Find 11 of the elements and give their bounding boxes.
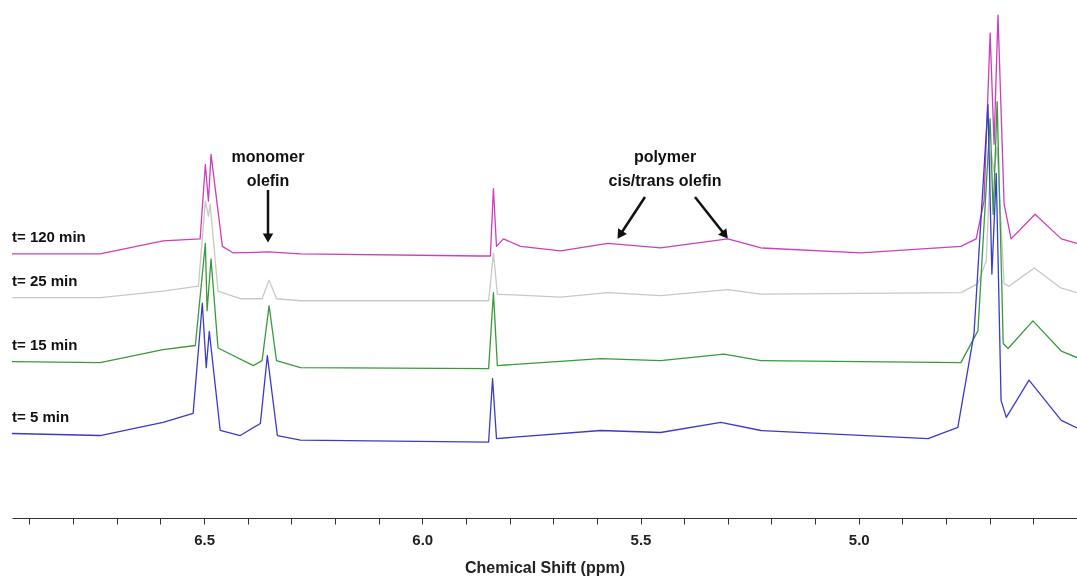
- x-tick-label: 5.5: [630, 530, 652, 548]
- x-tick-label: 6.0: [412, 530, 434, 548]
- series-label: t= 5 min: [12, 407, 70, 425]
- annotation: monomer olefin: [231, 148, 305, 189]
- x-axis-title: Chemical Shift (ppm): [464, 558, 626, 576]
- series-label: t= 15 min: [12, 335, 78, 353]
- annotation: polymer cis/trans olefin: [608, 148, 722, 189]
- x-tick-label: 5.0: [848, 530, 870, 548]
- x-tick-label: 6.5: [194, 530, 215, 548]
- series-label: t= 25 min: [12, 271, 78, 289]
- series-label: t= 120 min: [12, 227, 86, 245]
